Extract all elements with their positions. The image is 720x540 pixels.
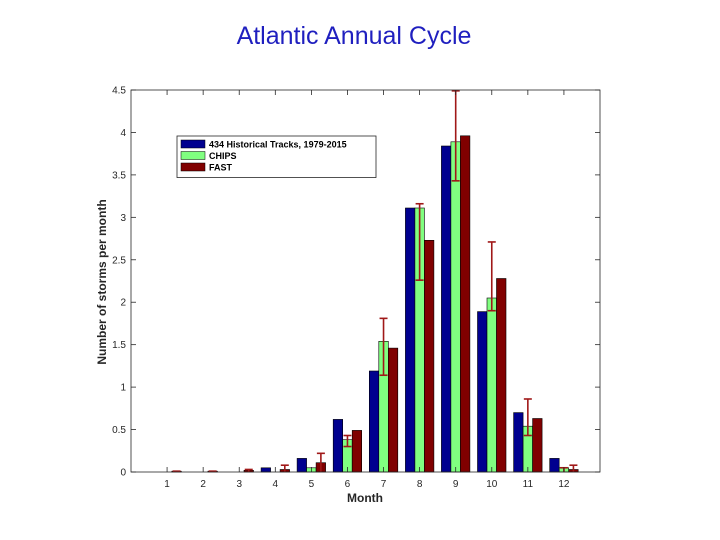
- x-tick-label: 10: [486, 479, 498, 490]
- legend-swatch: [181, 140, 205, 148]
- bar: [497, 279, 507, 473]
- bar: [478, 312, 488, 472]
- bar: [533, 419, 543, 473]
- y-tick-label: 2: [120, 298, 126, 309]
- legend-swatch: [181, 152, 205, 160]
- bar: [369, 371, 379, 472]
- x-tick-label: 8: [417, 479, 423, 490]
- y-axis-label: Number of storms per month: [95, 199, 109, 364]
- x-tick-label: 6: [345, 479, 351, 490]
- y-tick-label: 1.5: [112, 340, 126, 351]
- bar: [405, 208, 415, 472]
- x-tick-label: 1: [164, 479, 170, 490]
- x-tick-label: 11: [523, 479, 534, 490]
- bar: [352, 430, 362, 472]
- x-tick-label: 12: [558, 479, 570, 490]
- y-tick-label: 0.5: [112, 425, 126, 436]
- bar: [388, 348, 398, 472]
- bar: [297, 458, 307, 472]
- bar: [487, 298, 497, 472]
- x-tick-label: 2: [200, 479, 206, 490]
- bar: [460, 136, 470, 472]
- y-tick-label: 3: [120, 213, 126, 224]
- legend-label: FAST: [209, 163, 233, 173]
- legend-label: 434 Historical Tracks, 1979-2015: [209, 140, 347, 150]
- x-tick-label: 3: [236, 479, 242, 490]
- legend-swatch: [181, 163, 205, 171]
- bar: [550, 458, 560, 472]
- y-tick-label: 4: [120, 128, 126, 139]
- x-axis-label: Month: [347, 491, 383, 505]
- y-tick-label: 2.5: [112, 255, 126, 266]
- y-tick-label: 1: [120, 383, 126, 394]
- bar: [424, 240, 434, 472]
- y-tick-label: 4.5: [112, 86, 126, 97]
- bar: [441, 146, 451, 472]
- x-tick-label: 7: [381, 479, 387, 490]
- bar: [451, 142, 461, 472]
- bar: [333, 419, 343, 472]
- y-tick-label: 3.5: [112, 170, 126, 181]
- legend-label: CHIPS: [209, 151, 237, 161]
- x-tick-label: 4: [273, 479, 279, 490]
- bar: [261, 468, 271, 472]
- bar: [514, 413, 524, 472]
- x-tick-label: 9: [453, 479, 459, 490]
- y-tick-label: 0: [120, 468, 126, 479]
- x-tick-label: 5: [309, 479, 315, 490]
